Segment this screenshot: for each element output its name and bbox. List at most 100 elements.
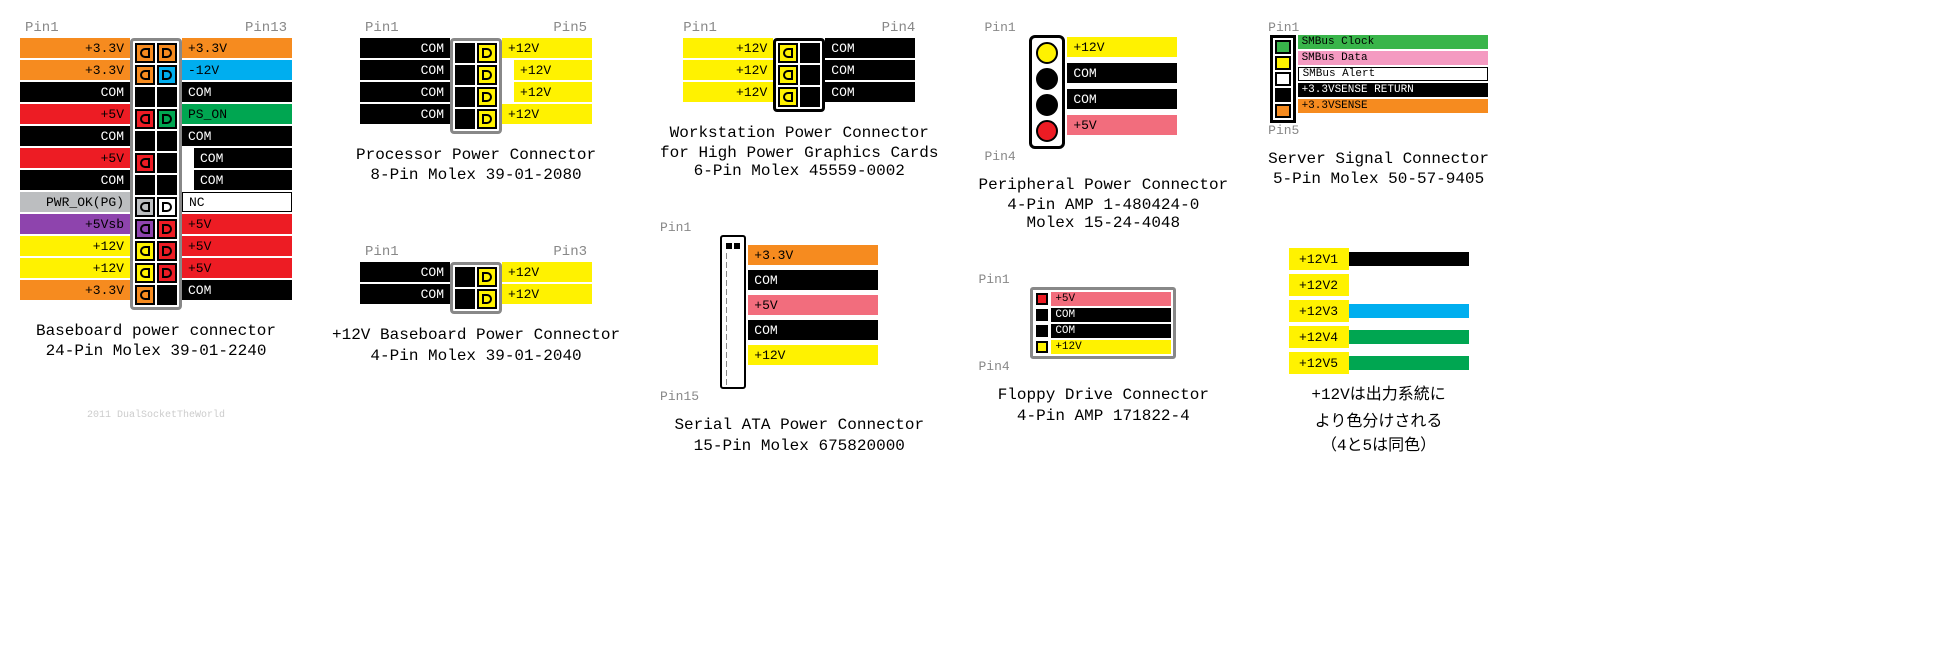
pin xyxy=(1036,309,1048,321)
wire: COM xyxy=(20,82,130,102)
connector-subtitle: 15-Pin Molex 675820000 xyxy=(694,437,905,455)
connector-subtitle: 4-Pin AMP 1-480424-0 xyxy=(1007,196,1199,214)
pin-row: COM xyxy=(1035,324,1171,338)
connector-subtitle: 6-Pin Molex 45559-0002 xyxy=(694,162,905,180)
connector-title: for High Power Graphics Cards xyxy=(660,144,938,162)
wire: +12V xyxy=(502,284,592,304)
pin xyxy=(455,87,475,107)
pin-label: Pin4 xyxy=(878,20,920,36)
wire: +3.3V xyxy=(20,60,130,80)
rail-row: +12V2 xyxy=(1289,274,1469,296)
connector-subtitle: 8-Pin Molex 39-01-2080 xyxy=(370,166,581,184)
pin xyxy=(778,43,798,63)
pin-row: +5V xyxy=(1035,292,1171,306)
wire: -12V xyxy=(182,60,292,80)
rail-row: +12V3 xyxy=(1289,300,1469,322)
connector-title: +12V Baseboard Power Connector xyxy=(332,324,620,346)
pin xyxy=(1275,104,1291,118)
wire: +3.3V xyxy=(20,280,130,300)
wire: SMBus Alert xyxy=(1298,67,1488,81)
pin xyxy=(1036,325,1048,337)
pin-label: Pin1 xyxy=(979,20,1016,35)
wire: +5V xyxy=(182,236,292,256)
connector-peripheral-4pin: Pin1 +12VCOMCOM+5V Pin4 Peripheral Power… xyxy=(979,20,1229,232)
rail-row: +12V4 xyxy=(1289,326,1469,348)
pin xyxy=(455,43,475,63)
pin-label: Pin1 xyxy=(361,20,403,36)
rails-legend: +12V1+12V2+12V3+12V4+12V5 +12Vは出力系統に より色… xyxy=(1268,228,1489,454)
pin xyxy=(135,219,155,239)
wire: +12V xyxy=(514,60,592,80)
connector-sata-power: Pin1 +3.3VCOM+5VCOM+12V Pin15 Serial ATA… xyxy=(660,220,938,454)
rail-label: +12V2 xyxy=(1289,274,1349,296)
pin-label: Pin3 xyxy=(549,244,591,260)
wire: SMBus Clock xyxy=(1298,35,1488,49)
wire: +5Vsb xyxy=(20,214,130,234)
wire: COM xyxy=(360,284,450,304)
connector-eps-8pin: Pin1 Pin5 COMCOMCOMCOM +12V+12V+12V+12V … xyxy=(332,20,620,184)
wire: COM xyxy=(20,126,130,146)
rail-stripe xyxy=(1349,304,1469,318)
wire: +12V xyxy=(683,60,773,80)
connector-subtitle: 4-Pin AMP 171822-4 xyxy=(1017,407,1190,425)
pin xyxy=(135,87,155,107)
wire: COM xyxy=(194,170,292,190)
pin-label: Pin13 xyxy=(241,20,291,36)
pin-label: Pin4 xyxy=(979,359,1010,374)
pin xyxy=(157,175,177,195)
rail-label: +12V1 xyxy=(1289,248,1349,270)
pin xyxy=(135,197,155,217)
pin xyxy=(477,267,497,287)
pin xyxy=(135,43,155,63)
rails-note: （4と5は同色） xyxy=(1321,431,1436,455)
connector-atx12v-4pin: Pin1 Pin3 COMCOM +12V+12V +12V Baseboard… xyxy=(332,244,620,364)
pin-label: Pin1 xyxy=(21,20,63,36)
rail-label: +12V3 xyxy=(1289,300,1349,322)
wire: +12V xyxy=(20,258,130,278)
rail-row: +12V1 xyxy=(1289,248,1469,270)
connector-housing: +5V COM COM +12V xyxy=(1030,287,1176,359)
pin xyxy=(477,87,497,107)
pin xyxy=(1036,68,1058,90)
connector-housing xyxy=(450,262,502,314)
rail-stripe xyxy=(1349,356,1469,370)
wire: +3.3VSENSE xyxy=(1298,99,1488,113)
pinout-diagram: Pin1 Pin13 +3.3V+3.3VCOM+5VCOM+5VCOMPWR_… xyxy=(20,20,1922,455)
pin xyxy=(135,241,155,261)
pin xyxy=(477,65,497,85)
pin xyxy=(1275,88,1291,102)
wire: +5V xyxy=(1051,292,1171,306)
pin xyxy=(455,289,475,309)
connector-housing xyxy=(450,38,502,134)
wire: SMBus Data xyxy=(1298,51,1488,65)
pin-row: +12V xyxy=(1035,340,1171,354)
pin xyxy=(477,109,497,129)
connector-housing xyxy=(773,38,825,112)
wire: COM xyxy=(1051,308,1171,322)
wire: COM xyxy=(182,82,292,102)
connector-subtitle: 24-Pin Molex 39-01-2240 xyxy=(46,342,267,360)
pin xyxy=(1036,120,1058,142)
pin xyxy=(157,153,177,173)
pin xyxy=(1275,40,1291,54)
pin xyxy=(135,285,155,305)
pin xyxy=(157,65,177,85)
connector-housing xyxy=(1270,35,1296,123)
connector-floppy-4pin: Pin1 +5VCOMCOM+12V Pin4 Floppy Drive Con… xyxy=(979,272,1229,424)
wire: COM xyxy=(748,270,878,290)
wire: +12V xyxy=(20,236,130,256)
pin xyxy=(455,65,475,85)
wire: +5V xyxy=(182,258,292,278)
pin-label: Pin1 xyxy=(979,272,1010,287)
connector-title: Workstation Power Connector xyxy=(670,122,929,144)
rail-row: +12V5 xyxy=(1289,352,1469,374)
rails-note: +12Vは出力系統に xyxy=(1311,384,1445,406)
wire: COM xyxy=(182,126,292,146)
wire: COM xyxy=(825,60,915,80)
pin xyxy=(157,263,177,283)
wire: +5V xyxy=(20,104,130,124)
pin xyxy=(778,65,798,85)
pin xyxy=(157,87,177,107)
connector-housing xyxy=(130,38,182,310)
pin xyxy=(800,87,820,107)
